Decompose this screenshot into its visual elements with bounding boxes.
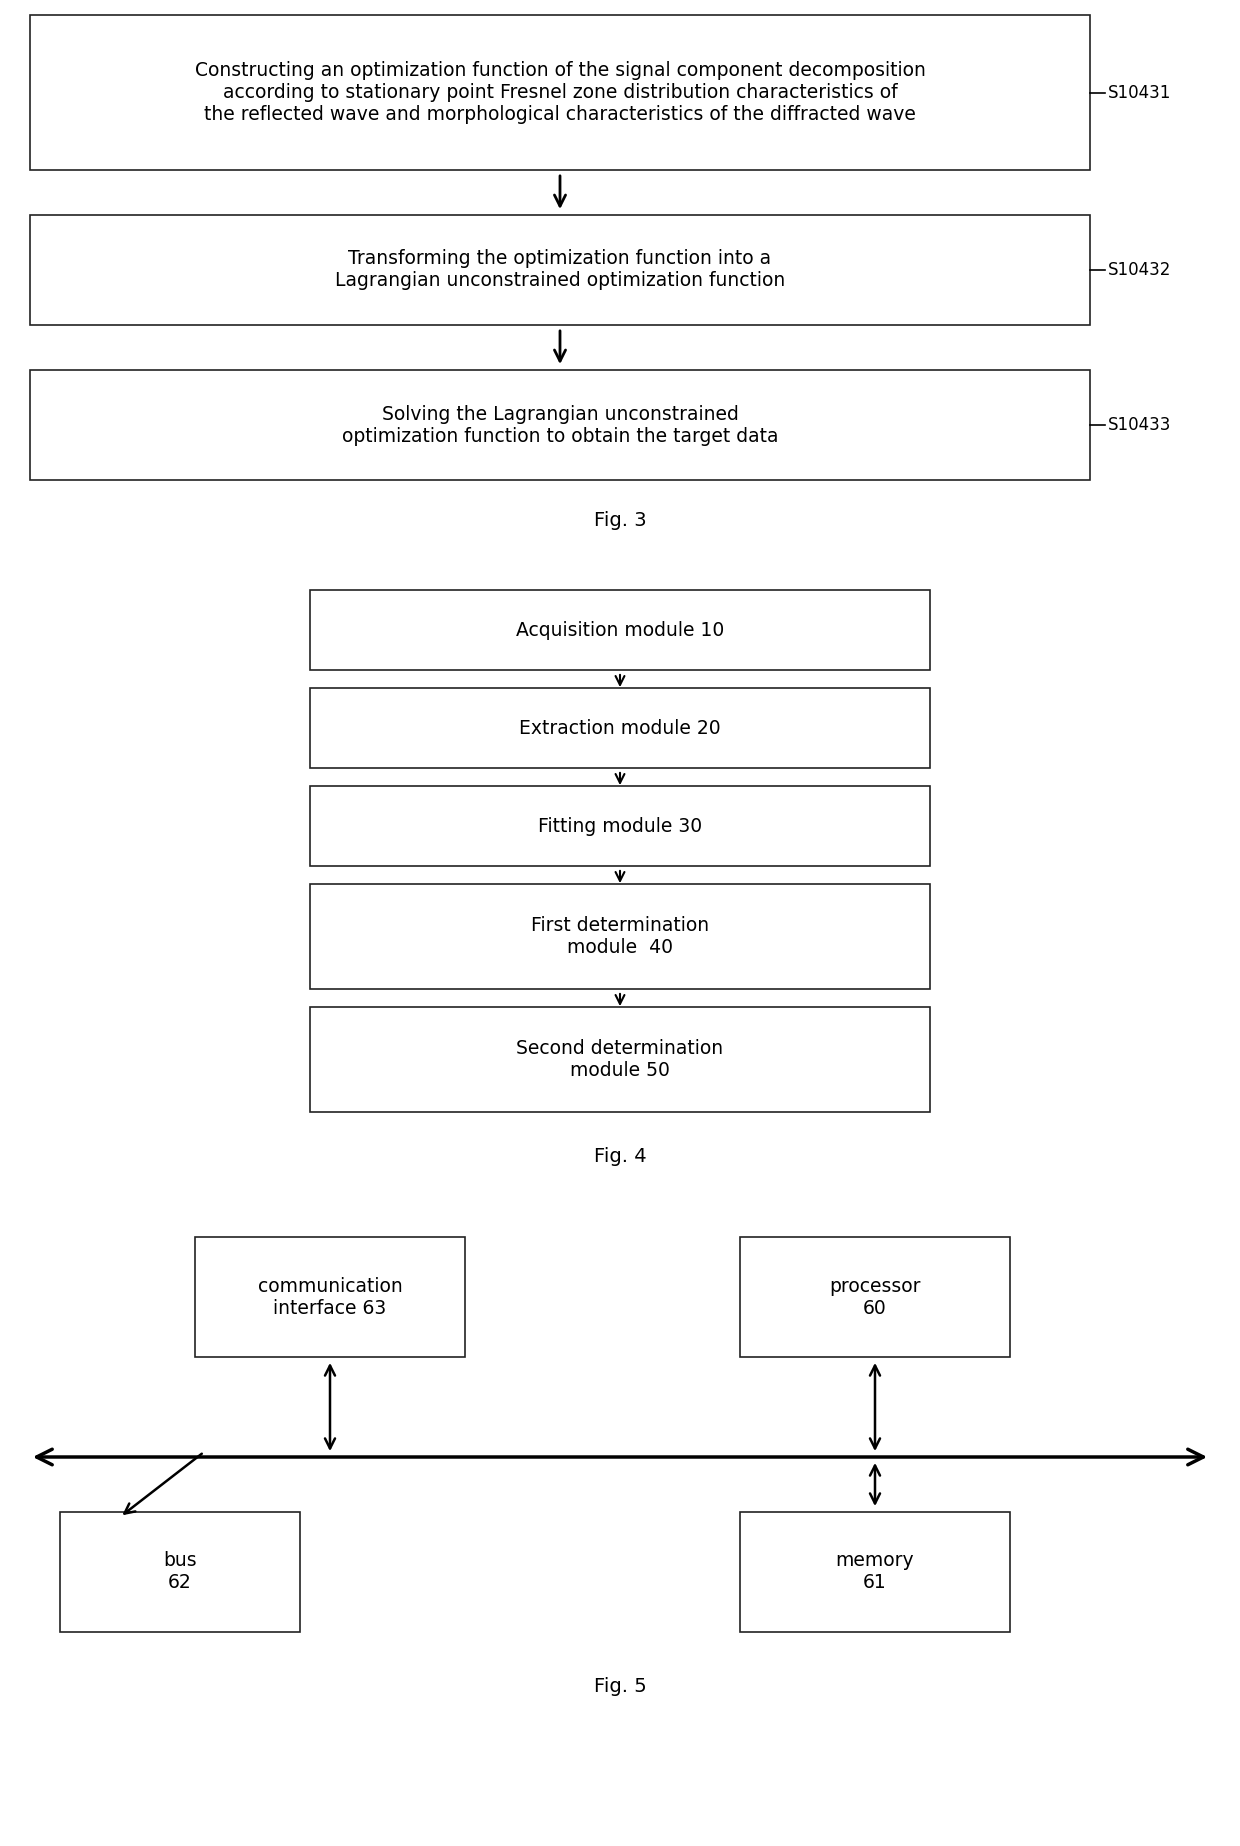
Text: Fig. 3: Fig. 3 bbox=[594, 511, 646, 530]
Text: S10432: S10432 bbox=[1109, 260, 1172, 279]
FancyBboxPatch shape bbox=[30, 15, 1090, 170]
Text: communication
interface 63: communication interface 63 bbox=[258, 1276, 402, 1318]
Text: Solving the Lagrangian unconstrained
optimization function to obtain the target : Solving the Lagrangian unconstrained opt… bbox=[342, 404, 779, 445]
FancyBboxPatch shape bbox=[60, 1512, 300, 1632]
FancyBboxPatch shape bbox=[310, 689, 930, 768]
FancyBboxPatch shape bbox=[30, 214, 1090, 325]
Text: Second determination
module 50: Second determination module 50 bbox=[516, 1039, 724, 1080]
FancyBboxPatch shape bbox=[310, 1008, 930, 1111]
FancyBboxPatch shape bbox=[310, 591, 930, 670]
Text: memory
61: memory 61 bbox=[836, 1551, 914, 1593]
Text: S10433: S10433 bbox=[1109, 415, 1172, 434]
Text: bus
62: bus 62 bbox=[164, 1551, 197, 1593]
FancyBboxPatch shape bbox=[310, 884, 930, 989]
Text: processor
60: processor 60 bbox=[830, 1276, 921, 1318]
FancyBboxPatch shape bbox=[740, 1512, 1011, 1632]
FancyBboxPatch shape bbox=[30, 369, 1090, 480]
Text: Fig. 5: Fig. 5 bbox=[594, 1678, 646, 1696]
Text: Extraction module 20: Extraction module 20 bbox=[520, 718, 720, 738]
Text: Fig. 4: Fig. 4 bbox=[594, 1148, 646, 1167]
Text: Fitting module 30: Fitting module 30 bbox=[538, 816, 702, 836]
Text: Transforming the optimization function into a
Lagrangian unconstrained optimizat: Transforming the optimization function i… bbox=[335, 249, 785, 290]
Text: First determination
module  40: First determination module 40 bbox=[531, 916, 709, 956]
Text: S10431: S10431 bbox=[1109, 83, 1172, 102]
Text: Constructing an optimization function of the signal component decomposition
acco: Constructing an optimization function of… bbox=[195, 61, 925, 124]
FancyBboxPatch shape bbox=[310, 786, 930, 866]
Text: Acquisition module 10: Acquisition module 10 bbox=[516, 620, 724, 639]
FancyBboxPatch shape bbox=[195, 1237, 465, 1357]
FancyBboxPatch shape bbox=[740, 1237, 1011, 1357]
